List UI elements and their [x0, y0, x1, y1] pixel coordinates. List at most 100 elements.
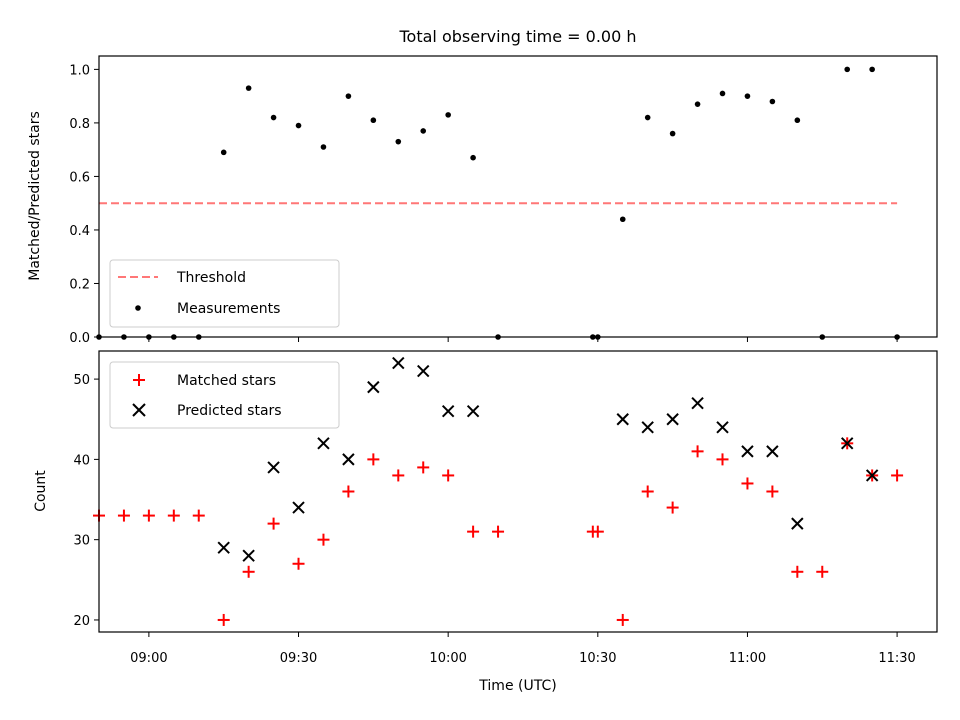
matched-star-point: [616, 613, 629, 626]
predicted-star-point: [267, 461, 280, 474]
measurement-point: [619, 216, 626, 223]
bottom-x-ticks: 09:00 09:30 10:00 10:30 11:00 11:30: [130, 632, 916, 666]
measurement-point: [320, 144, 327, 150]
matched-star-point: [666, 501, 679, 514]
measurement-point: [220, 149, 227, 156]
matched-star-point: [267, 517, 280, 530]
matched-star-point: [242, 565, 255, 578]
x-tick-label: 11:00: [729, 651, 766, 666]
predicted-star-point: [441, 405, 455, 418]
matched-star-point: [342, 485, 355, 498]
matched-star-point: [392, 469, 405, 482]
predicted-star-point: [766, 445, 779, 458]
matched-star-point: [492, 525, 505, 538]
matched-star-point: [167, 509, 180, 522]
predicted-star-point: [616, 413, 629, 426]
top-legend: Threshold Measurements: [109, 259, 340, 328]
predicted-star-point: [217, 541, 230, 554]
matched-star-point: [691, 445, 704, 458]
top-y-tick-label: 0.4: [69, 224, 90, 239]
predicted-star-point: [841, 437, 854, 450]
matched-star-point: [442, 469, 455, 482]
matched-star-point: [417, 461, 430, 474]
top-legend-box: [109, 259, 340, 328]
predicted-star-point: [791, 517, 804, 530]
matched-star-point: [891, 469, 904, 482]
measurement-point: [470, 154, 476, 161]
bottom-legend: Matched stars Predicted stars: [109, 361, 340, 429]
top-panel: 0.0 0.2 0.4 0.6 0.8 1.0 Matched/Predicted sta…: [27, 55, 938, 346]
measurement-point: [395, 138, 402, 145]
predicted-star-point: [242, 549, 255, 562]
x-tick-label: 10:00: [429, 651, 466, 666]
matched-star-point: [791, 565, 804, 578]
predicted-star-point: [865, 469, 879, 482]
top-x-ticks: [148, 337, 898, 342]
top-y-tick-label: 1.0: [69, 63, 90, 78]
x-tick-label: 09:00: [130, 651, 167, 666]
measurement-point: [869, 66, 875, 73]
matched-star-point: [741, 477, 754, 490]
bottom-axes-frame: [98, 350, 938, 633]
predicted-star-point: [342, 453, 355, 466]
x-tick-label: 10:30: [579, 651, 616, 666]
bottom-y-tick-label: 20: [73, 614, 90, 629]
predicted-star-point: [317, 437, 330, 450]
chart-title: Total observing time = 0.00 h: [398, 27, 636, 46]
predicted-star-point: [691, 396, 704, 410]
bottom-legend-box: [109, 361, 340, 429]
matched-star-point: [766, 485, 779, 498]
predicted-star-point: [666, 413, 679, 426]
measurement-point: [719, 90, 726, 97]
bottom-y-tick-label: 30: [73, 534, 90, 549]
bottom-y-ticks: 20 30 40 50: [73, 373, 99, 629]
measurement-point: [370, 117, 377, 124]
top-y-ticks: 0.0 0.2 0.4 0.6 0.8 1.0: [69, 63, 99, 346]
x-tick-label: 09:30: [280, 651, 317, 666]
x-axis-label: Time (UTC): [478, 678, 556, 694]
threshold-legend-label: Threshold: [176, 270, 246, 286]
bottom-y-tick-label: 40: [73, 453, 90, 468]
bottom-plot-marks: [93, 356, 904, 626]
matched-star-point: [117, 509, 130, 522]
predicted-star-point: [292, 501, 305, 514]
top-plot-marks: [96, 66, 900, 340]
matched-star-point: [816, 565, 829, 578]
measurement-point: [295, 122, 302, 129]
matched-legend-swatch: [133, 374, 145, 386]
measurement-point: [445, 112, 451, 118]
measurement-point: [769, 98, 776, 105]
measurement-point: [669, 130, 676, 137]
predicted-star-point: [417, 364, 430, 378]
bottom-y-tick-label: 50: [73, 373, 90, 388]
top-axes-frame: [98, 55, 938, 338]
matched-star-point: [292, 557, 305, 570]
measurement-point: [794, 117, 801, 124]
measurement-point: [694, 101, 701, 107]
measurement-point: [420, 128, 427, 134]
matched-legend-label: Matched stars: [177, 373, 276, 389]
matched-star-point: [367, 453, 380, 466]
predicted-star-point: [641, 421, 654, 434]
measurement-point: [245, 85, 252, 91]
x-tick-label: 11:30: [878, 651, 915, 666]
measurement-point: [644, 114, 651, 121]
measurement-point: [345, 93, 352, 99]
measurement-point: [844, 66, 851, 73]
predicted-legend-swatch: [132, 403, 146, 417]
predicted-legend-label: Predicted stars: [177, 403, 282, 419]
predicted-star-point: [466, 405, 480, 418]
predicted-star-point: [392, 356, 405, 370]
measurement-point: [270, 114, 277, 121]
top-y-tick-label: 0.2: [69, 277, 90, 292]
matched-star-point: [317, 533, 330, 546]
top-y-tick-label: 0.8: [69, 117, 90, 132]
matched-star-point: [591, 525, 604, 538]
measurements-legend-swatch: [135, 305, 141, 311]
top-y-tick-label: 0.0: [69, 331, 90, 346]
measurement-point: [744, 93, 751, 99]
matched-star-point: [467, 525, 480, 538]
matched-star-point: [217, 613, 230, 626]
